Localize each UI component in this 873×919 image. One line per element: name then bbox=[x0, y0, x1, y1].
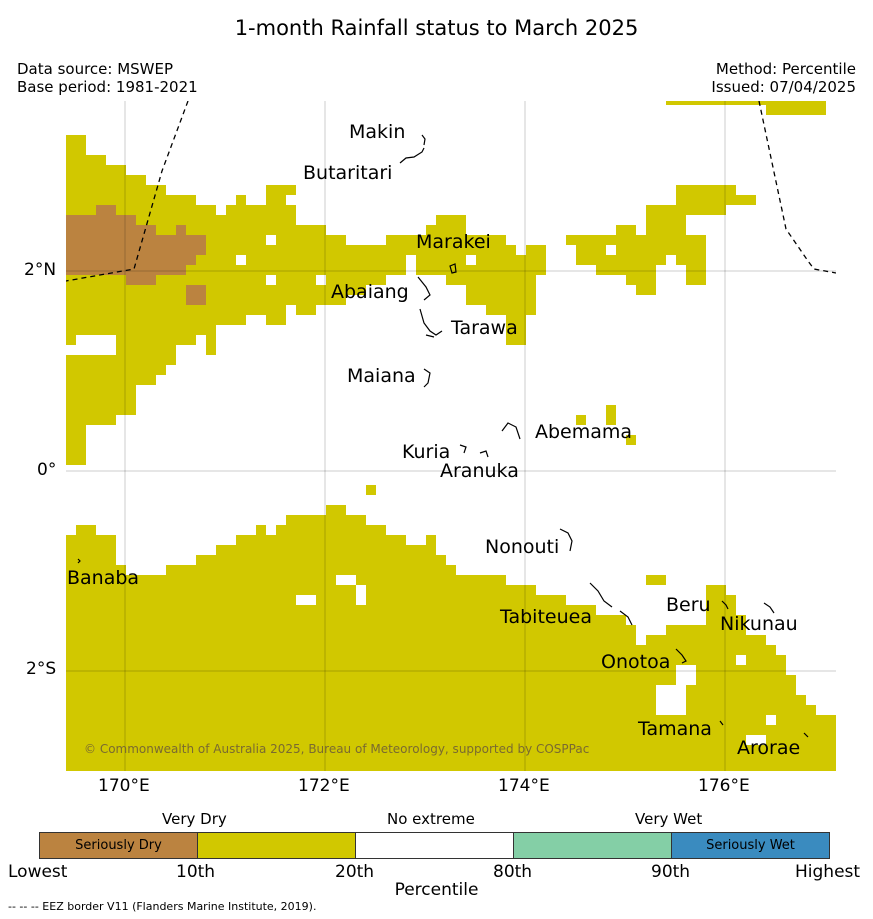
lat-tick-0: 0° bbox=[37, 460, 57, 480]
abaiang-island bbox=[417, 276, 431, 301]
colorbar-seriously-dry: Seriously Dry bbox=[40, 833, 198, 858]
seriously-wet-text: Seriously Wet bbox=[706, 838, 795, 853]
label-abemama: Abemama bbox=[535, 421, 633, 443]
label-beru: Beru bbox=[666, 594, 711, 616]
arorae-island bbox=[803, 732, 809, 738]
legend-lowest: Lowest bbox=[8, 862, 68, 882]
very-dry-region-north bbox=[66, 101, 826, 495]
colorbar-no-extreme bbox=[356, 833, 514, 858]
kuria-island bbox=[459, 444, 467, 454]
eez-footnote: -- -- -- EEZ border V11 (Flanders Marine… bbox=[8, 900, 317, 913]
label-nikunau: Nikunau bbox=[720, 613, 798, 635]
marakei-island bbox=[449, 263, 457, 274]
label-banaba: Banaba bbox=[67, 567, 140, 589]
nonouti-island bbox=[559, 528, 573, 552]
colorbar-very-dry bbox=[198, 833, 356, 858]
label-makin: Makin bbox=[349, 121, 406, 143]
copyright-notice: © Commonwealth of Australia 2025, Bureau… bbox=[84, 742, 590, 756]
legend-very-wet-label: Very Wet bbox=[635, 810, 703, 828]
lon-tick-172e: 172°E bbox=[298, 776, 350, 796]
label-onotoa: Onotoa bbox=[601, 651, 671, 673]
maiana-island bbox=[423, 368, 431, 388]
label-marakei: Marakei bbox=[416, 231, 491, 253]
map-title: 1-month Rainfall status to March 2025 bbox=[234, 16, 639, 40]
colorbar: Seriously Dry Seriously Wet bbox=[39, 832, 830, 859]
lat-tick-2n: 2°N bbox=[24, 260, 57, 280]
abemama-island bbox=[501, 422, 521, 440]
legend-80th: 80th bbox=[493, 862, 533, 882]
colorbar-very-wet bbox=[514, 833, 672, 858]
rainfall-map bbox=[66, 101, 836, 771]
tamana-island bbox=[719, 720, 724, 726]
lon-tick-176e: 176°E bbox=[698, 776, 750, 796]
legend-10th: 10th bbox=[176, 862, 216, 882]
nikunau-island bbox=[763, 602, 775, 614]
label-kuria: Kuria bbox=[402, 441, 451, 463]
makin-island bbox=[421, 134, 426, 146]
seriously-dry-text: Seriously Dry bbox=[75, 838, 162, 853]
legend-20th: 20th bbox=[335, 862, 375, 882]
beru-island bbox=[721, 600, 729, 610]
very-dry-region-south bbox=[66, 485, 836, 771]
label-maiana: Maiana bbox=[347, 365, 416, 387]
label-tamana: Tamana bbox=[638, 718, 712, 740]
lon-tick-170e: 170°E bbox=[98, 776, 150, 796]
data-source-info: Data source: MSWEP Base period: 1981-202… bbox=[17, 60, 198, 96]
base-period-text: Base period: 1981-2021 bbox=[17, 78, 198, 96]
label-nonouti: Nonouti bbox=[485, 536, 560, 558]
method-info: Method: Percentile Issued: 07/04/2025 bbox=[711, 60, 856, 96]
banaba-island bbox=[77, 558, 81, 564]
lon-tick-174e: 174°E bbox=[498, 776, 550, 796]
label-tabiteuea: Tabiteuea bbox=[500, 606, 592, 628]
label-abaiang: Abaiang bbox=[331, 281, 409, 303]
lat-tick-2s: 2°S bbox=[26, 659, 57, 679]
label-tarawa: Tarawa bbox=[451, 317, 518, 339]
legend-no-extreme-label: No extreme bbox=[387, 810, 475, 828]
legend-highest: Highest bbox=[795, 862, 861, 882]
legend-90th: 90th bbox=[651, 862, 691, 882]
onotoa-island bbox=[675, 648, 687, 664]
data-source-text: Data source: MSWEP bbox=[17, 60, 174, 78]
island-outlines bbox=[77, 134, 809, 738]
eez-border bbox=[66, 101, 836, 282]
butaritari-island bbox=[399, 147, 425, 164]
method-text: Method: Percentile bbox=[715, 60, 856, 78]
label-arorae: Arorae bbox=[737, 737, 801, 759]
label-aranuka: Aranuka bbox=[440, 460, 519, 482]
tarawa-island bbox=[419, 308, 443, 338]
aranuka-island bbox=[479, 450, 489, 458]
no-extreme-patches-north bbox=[66, 195, 616, 355]
issued-text: Issued: 07/04/2025 bbox=[711, 78, 856, 96]
tabiteuea-island bbox=[589, 582, 633, 626]
percentile-cells bbox=[66, 101, 836, 771]
label-butaritari: Butaritari bbox=[303, 162, 393, 184]
legend-axis-label: Percentile bbox=[394, 880, 479, 900]
no-extreme-patches-south bbox=[296, 575, 776, 745]
colorbar-seriously-wet: Seriously Wet bbox=[672, 833, 829, 858]
legend-very-dry-label: Very Dry bbox=[162, 810, 227, 828]
